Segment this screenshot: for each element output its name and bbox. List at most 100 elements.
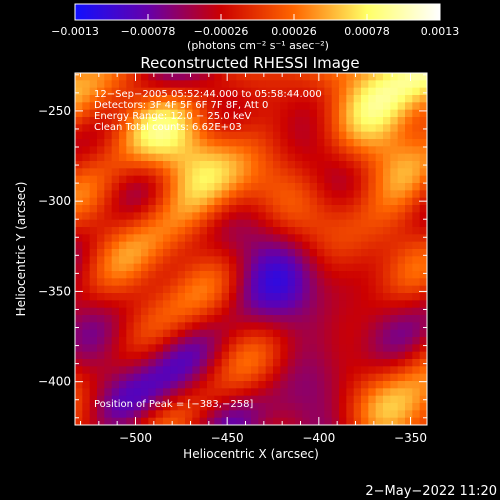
heatmap-cell [397,146,406,155]
heatmap-cell [302,234,311,243]
heatmap-cell [97,366,105,375]
heatmap-cell [89,344,98,353]
y-tick-label: −250 [38,104,71,118]
heatmap-cell [419,315,427,323]
heatmap-cell [339,183,347,191]
heatmap-cell [397,256,406,265]
heatmap-cell [119,278,127,287]
heatmap-cell [243,417,252,425]
heatmap-cell [170,161,179,169]
heatmap-cell [75,256,83,265]
heatmap-cell [353,219,362,228]
heatmap-cell [383,256,391,265]
heatmap-cell [148,153,157,162]
heatmap-cell [287,80,296,89]
heatmap-cell [317,410,325,419]
heatmap-cell [287,366,296,375]
heatmap-cell [324,329,333,338]
heatmap-cell [192,271,201,279]
heatmap-cell [383,87,391,96]
heatmap-cell [295,373,303,382]
heatmap-cell [111,212,120,221]
heatmap-cell [346,205,355,213]
heatmap-cell [126,227,135,235]
heatmap-cell [236,102,245,111]
heatmap-cell [258,388,267,397]
heatmap-cell [361,373,369,382]
heatmap-cell [258,168,267,177]
heatmap-cell [104,219,113,228]
heatmap-cell [287,117,296,125]
heatmap-cell [309,366,318,375]
heatmap-cell [309,344,318,353]
heatmap-cell [361,329,369,338]
heatmap-cell [405,373,413,382]
heatmap-cell [207,300,215,309]
heatmap-cell [324,212,333,221]
heatmap-cell [353,344,362,353]
heatmap-cell [368,227,377,235]
heatmap-cell [302,410,311,419]
heatmap-cell [126,146,135,155]
heatmap-cell [177,168,186,177]
heatmap-cell [243,219,252,228]
info-line-2: Detectors: 3F 4F 5F 6F 7F 8F, Att 0 [94,100,268,111]
heatmap-cell [221,395,230,404]
heatmap-cell [375,351,384,360]
heatmap-cell [141,87,149,96]
heatmap-cell [317,249,325,257]
heatmap-cell [170,197,179,206]
colorbar-unit-label: (photons cm⁻² s⁻¹ asec⁻²) [187,39,329,52]
heatmap-cell [163,381,171,389]
heatmap-cell [280,234,289,243]
heatmap-cell [258,197,267,206]
heatmap-cell [412,329,421,338]
heatmap-cell [148,234,157,243]
heatmap-cell [265,315,274,323]
heatmap-cell [243,80,252,89]
heatmap-cell [390,285,399,294]
heatmap-cell [265,381,274,389]
heatmap-cell [185,109,193,118]
heatmap-cell [126,351,135,360]
heatmap-cell [346,381,355,389]
heatmap-cell [331,410,340,419]
heatmap-cell [82,278,91,287]
heatmap-cell [258,315,267,323]
footer-date: 2−May−2022 11:20 [365,484,497,499]
heatmap-cell [353,271,362,279]
heatmap-cell [251,285,259,294]
heatmap-cell [89,410,98,419]
heatmap-cell [390,373,399,382]
heatmap-cell [199,278,208,287]
heatmap-cell [419,146,427,155]
heatmap-cell [331,278,340,287]
heatmap-cell [221,300,230,309]
heatmap-cell [265,131,274,140]
heatmap-cell [346,234,355,243]
heatmap-cell [75,146,83,155]
heatmap-cell [280,388,289,397]
heatmap-cell [405,205,413,213]
heatmap-cell [368,366,377,375]
heatmap-cell [97,373,105,382]
heatmap-cell [412,373,421,382]
heatmap-cell [273,161,281,169]
heatmap-cell [353,373,362,382]
heatmap-cell [265,351,274,360]
heatmap-cell [185,256,193,265]
heatmap-cell [265,403,274,411]
heatmap-cell [405,109,413,118]
heatmap-cell [214,322,223,331]
heatmap-cell [273,381,281,389]
heatmap-cell [97,117,105,125]
heatmap-cell [89,388,98,397]
heatmap-cell [302,417,311,425]
heatmap-cell [317,153,325,162]
heatmap-cell [361,381,369,389]
heatmap-cell [346,73,355,81]
heatmap-cell [295,175,303,184]
heatmap-cell [126,322,135,331]
heatmap-cell [317,146,325,155]
heatmap-cell [287,249,296,257]
